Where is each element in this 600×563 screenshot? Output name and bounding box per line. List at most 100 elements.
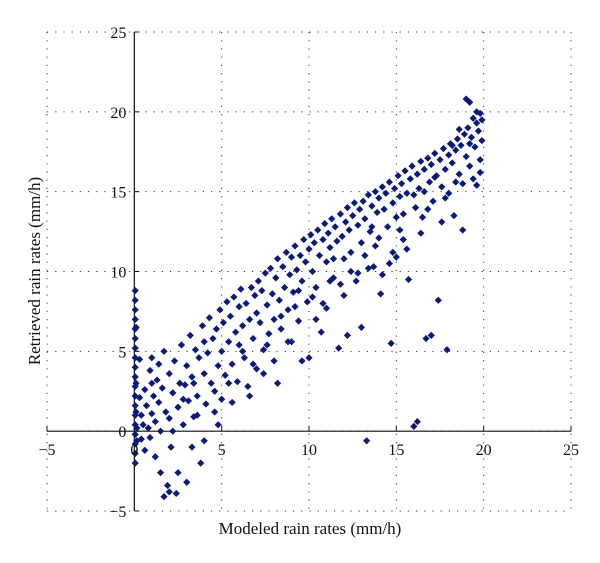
data-point: [270, 315, 278, 323]
y-tick-label: 20: [110, 105, 126, 122]
data-point: [445, 151, 453, 159]
data-point: [312, 283, 320, 292]
data-point: [363, 437, 371, 445]
data-point: [406, 175, 414, 183]
data-point: [131, 449, 139, 458]
data-point: [294, 317, 303, 325]
y-tick-label: 10: [110, 265, 126, 282]
data-point: [268, 290, 276, 298]
data-point: [131, 402, 139, 410]
data-point: [361, 251, 369, 260]
data-point: [448, 159, 456, 167]
data-point: [394, 172, 402, 180]
data-point: [438, 183, 446, 191]
data-point: [258, 287, 266, 295]
data-point: [167, 443, 175, 451]
data-point: [476, 168, 484, 177]
data-point: [155, 398, 163, 407]
data-point: [445, 189, 453, 197]
data-point: [328, 215, 336, 223]
data-point: [403, 189, 411, 197]
data-point: [131, 296, 139, 304]
y-tick-label: 15: [110, 185, 126, 202]
data-point: [244, 382, 252, 391]
data-point: [410, 422, 418, 430]
data-point: [417, 229, 425, 237]
data-point: [312, 315, 320, 323]
data-point: [370, 263, 378, 271]
data-point: [160, 493, 168, 501]
data-point: [387, 339, 395, 347]
data-point: [263, 341, 271, 349]
data-point: [214, 421, 222, 429]
data-point: [195, 354, 203, 362]
data-point: [474, 127, 483, 135]
data-point: [153, 376, 161, 384]
data-point: [137, 411, 145, 419]
data-point: [169, 427, 177, 435]
data-point: [439, 144, 448, 153]
data-point: [417, 157, 425, 165]
data-point: [172, 489, 180, 498]
y-tick-label: 25: [110, 25, 126, 42]
data-point: [256, 318, 264, 327]
data-point: [293, 266, 301, 274]
data-point: [144, 424, 152, 432]
data-point: [443, 346, 451, 354]
data-point: [218, 347, 226, 355]
data-point: [371, 188, 379, 196]
y-tick-label: 0: [118, 424, 126, 441]
data-point: [319, 299, 327, 308]
data-point: [160, 347, 168, 355]
data-point: [205, 314, 214, 322]
data-point: [298, 357, 306, 365]
y-axis-title: Retrieved rain rates (mm/h): [25, 177, 44, 365]
data-point: [438, 218, 446, 226]
data-point: [354, 269, 362, 277]
data-point: [165, 370, 173, 378]
data-point: [148, 410, 156, 418]
data-point: [359, 197, 367, 205]
data-point: [156, 469, 165, 477]
data-point: [342, 218, 350, 226]
data-point: [139, 421, 147, 429]
data-point: [397, 180, 406, 188]
data-point: [375, 194, 383, 202]
data-point: [132, 323, 140, 331]
data-point: [347, 267, 355, 276]
data-point: [466, 140, 474, 148]
data-point: [396, 192, 404, 201]
data-point: [408, 162, 416, 170]
data-point: [259, 370, 268, 378]
data-point: [310, 239, 318, 247]
x-tick-label: −5: [38, 442, 55, 459]
data-point: [448, 141, 456, 149]
data-point: [135, 355, 144, 363]
data-point: [331, 223, 339, 231]
data-point: [273, 255, 282, 263]
data-point: [131, 430, 139, 438]
data-point: [373, 208, 381, 217]
data-point: [158, 384, 166, 392]
data-point: [286, 271, 294, 279]
data-point: [424, 154, 432, 162]
data-point: [198, 322, 207, 330]
data-point: [179, 421, 187, 429]
data-point: [385, 178, 393, 186]
data-point: [399, 235, 407, 244]
data-point: [270, 357, 278, 365]
data-point: [233, 378, 241, 386]
data-point: [300, 235, 308, 244]
data-point: [200, 437, 208, 445]
data-point: [135, 394, 144, 402]
data-point: [282, 248, 290, 256]
data-point: [473, 108, 481, 116]
data-point: [368, 202, 376, 210]
data-point: [232, 328, 240, 336]
data-point: [249, 334, 257, 343]
data-point: [471, 143, 479, 151]
tick-labels: −5 0 5 10 15 20 25 −5 0 5 10 15 20 25: [38, 25, 579, 521]
data-point: [415, 184, 423, 193]
data-point: [131, 421, 139, 429]
data-point: [184, 397, 193, 405]
